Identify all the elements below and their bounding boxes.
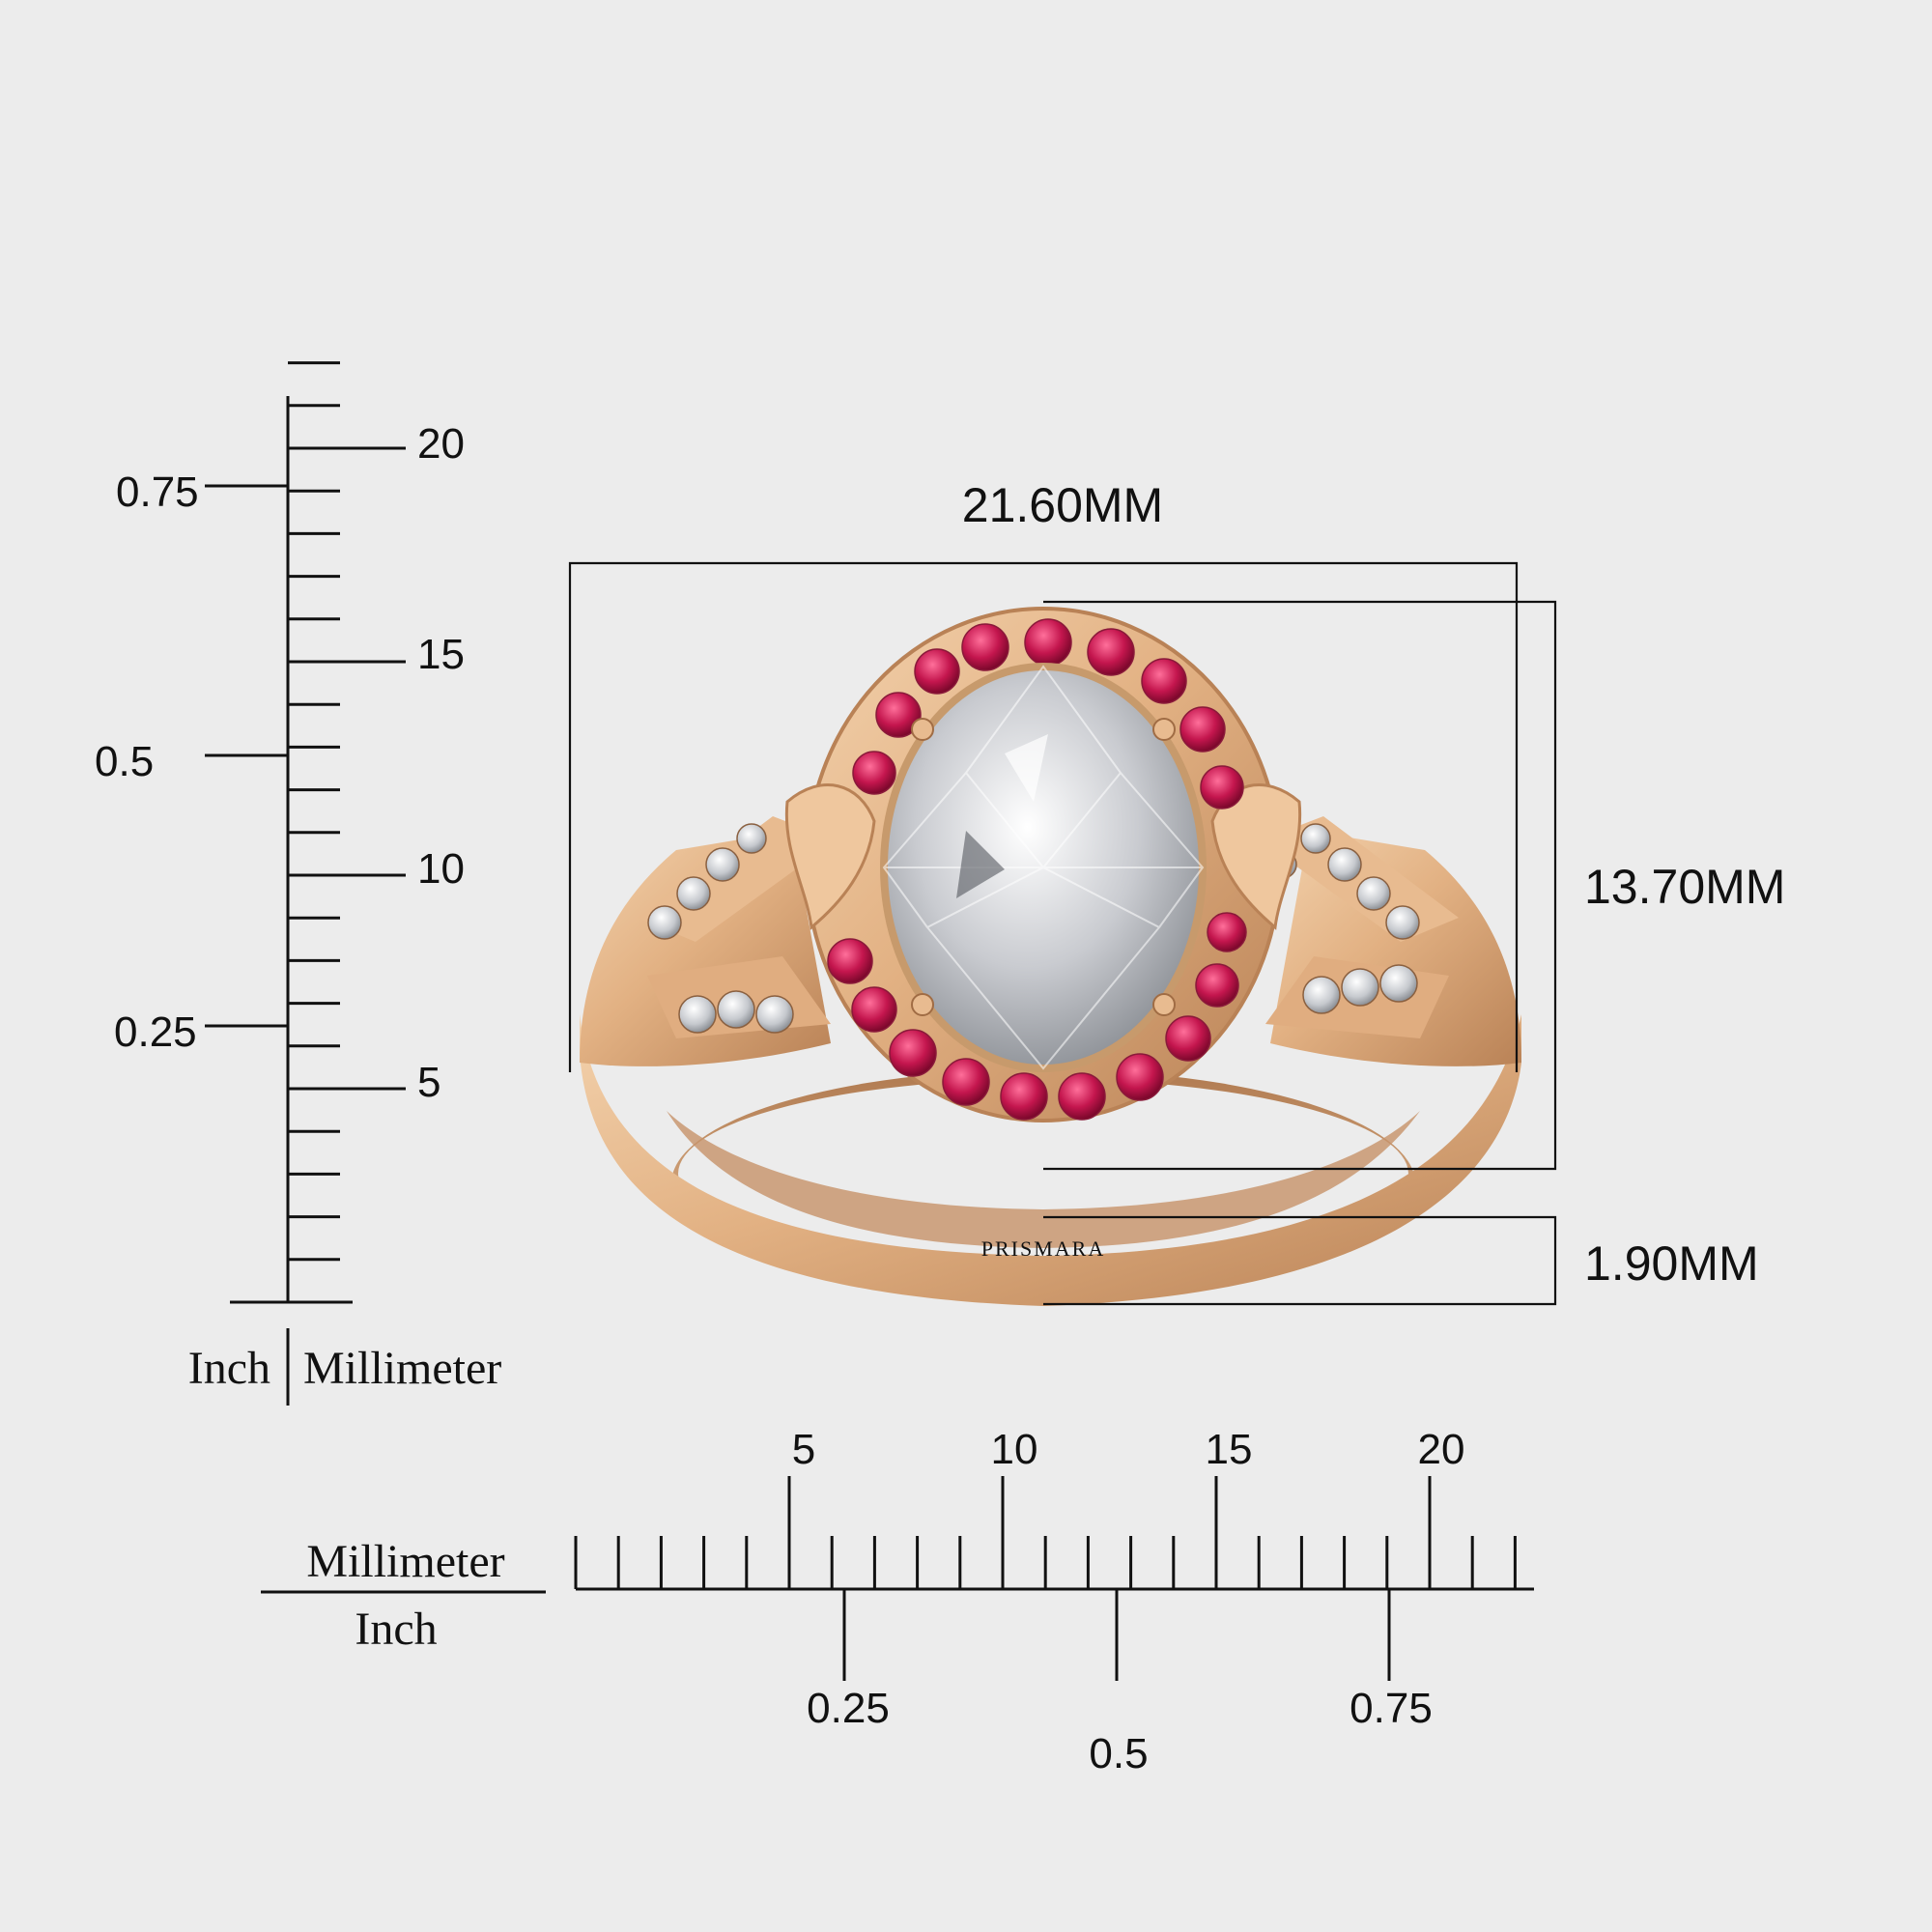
v-unit-inch: Inch [188,1343,270,1394]
dimension-lines: 21.60MM 13.70MM 1.90MM [568,478,1785,1306]
vertical-ruler: 20 15 10 5 0.75 0.5 0.25 Inch Millimeter [95,361,501,1406]
diamond-facets [882,665,1205,1070]
v-mm-label-15: 15 [417,631,465,678]
prongs [911,718,1176,1016]
h-mm-label-20: 20 [1418,1426,1465,1473]
horizontal-ruler: 5 10 15 20 0.25 0.5 0.75 Millimeter Inch [261,1426,1534,1777]
width-label: 21.60MM [962,478,1163,532]
band-inner-edge [667,1111,1420,1248]
split-shank-left-upper [638,816,836,942]
height-bracket [1043,600,1557,1171]
h-unit-inch: Inch [355,1604,437,1655]
v-unit-millimeter: Millimeter [303,1343,501,1394]
leaf-ornament-left [784,783,876,930]
h-inch-label-075: 0.75 [1350,1685,1433,1732]
h-inch-label-05: 0.5 [1089,1730,1148,1777]
ruby-halo [827,618,1247,1121]
h-inch-label-025: 0.25 [807,1685,890,1732]
v-inch-label-075: 0.75 [116,469,199,516]
h-mm-label-15: 15 [1206,1426,1253,1473]
leaf-ornament-right [1210,783,1302,930]
height-label: 13.70MM [1584,860,1785,914]
width-bracket [568,561,1519,1072]
v-mm-label-10: 10 [417,845,465,893]
ring-image: PRISMARA [580,607,1521,1306]
diamond-shadow [956,831,1005,898]
v-mm-label-5: 5 [417,1059,440,1106]
h-mm-label-5: 5 [792,1426,815,1473]
h-mm-label-10: 10 [991,1426,1038,1473]
diamond-highlight [1005,734,1048,802]
v-mm-label-20: 20 [417,420,465,468]
band-label: 1.90MM [1584,1236,1759,1291]
h-unit-millimeter: Millimeter [306,1536,504,1587]
brand-engraving: PRISMARA [981,1236,1105,1261]
band-front [580,1014,1521,1306]
v-inch-label-025: 0.25 [114,1009,197,1056]
v-inch-label-05: 0.5 [95,738,154,785]
band-bracket [1043,1215,1557,1306]
